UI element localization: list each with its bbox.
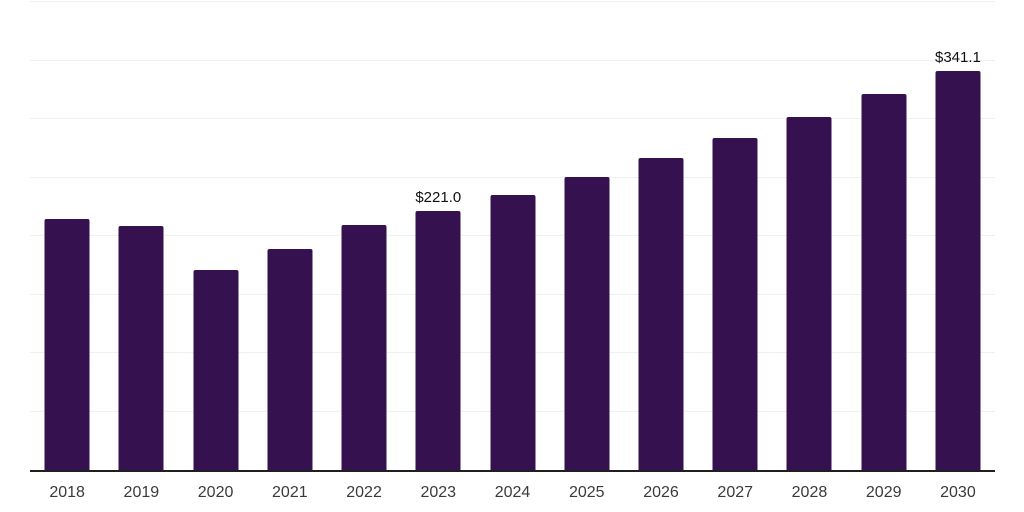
bar-value-label-2030: $341.1 [934, 48, 981, 66]
x-tick-label-2023: 2023 [420, 484, 457, 501]
bar-slot [847, 2, 921, 470]
bar-slot [104, 2, 178, 470]
gridline [30, 118, 995, 119]
bar-2021 [267, 249, 313, 470]
bar-slot [30, 2, 104, 470]
bar-slot [624, 2, 698, 470]
bar-2022 [341, 224, 387, 470]
bar-2027 [712, 138, 758, 470]
bar-2025 [564, 177, 610, 470]
bar-slot [327, 2, 401, 470]
bar-slot [253, 2, 327, 470]
bar-2018 [44, 219, 90, 470]
x-tick-label-2026: 2026 [643, 484, 679, 501]
x-tick-label-2018: 2018 [49, 484, 85, 501]
x-tick-label-2028: 2028 [791, 484, 828, 501]
bar-slot: $341.1 [921, 2, 995, 470]
bar-2020 [193, 269, 239, 470]
bar-2030: $341.1 [935, 49, 981, 470]
bar-2023: $221.0 [415, 189, 461, 470]
bar-slot [772, 2, 846, 470]
bar-2029 [861, 94, 907, 470]
gridline [30, 1, 995, 2]
x-tick-label-2025: 2025 [568, 484, 605, 501]
bar-slot [550, 2, 624, 470]
bar-2026 [638, 158, 684, 470]
bar-series: $221.0 $341.1 [30, 2, 995, 470]
x-tick-label-2021: 2021 [272, 484, 308, 501]
bar-slot [698, 2, 772, 470]
x-tick-label-2029: 2029 [865, 484, 902, 501]
x-tick-label-2020: 2020 [197, 484, 234, 501]
bar-2024 [490, 194, 536, 470]
x-tick-label-2030: 2030 [940, 484, 976, 501]
x-tick-label-2019: 2019 [123, 484, 160, 501]
x-tick-label-2022: 2022 [346, 484, 382, 501]
bar-value-label-2023: $221.0 [415, 189, 462, 207]
bar-slot [178, 2, 252, 470]
bar-2028 [786, 117, 832, 470]
x-tick-label-2027: 2027 [717, 484, 754, 501]
bar-2019 [118, 226, 164, 470]
bar-slot [475, 2, 549, 470]
x-tick-label-2024: 2024 [494, 484, 531, 501]
x-axis-labels: 2018 2019 2020 2021 2022 2023 2024 2025 2026 2027… [30, 484, 995, 502]
bar-slot: $221.0 [401, 2, 475, 470]
plot-area: $221.0 $341.1 [30, 1, 995, 472]
gridline [30, 176, 995, 178]
gridline [30, 59, 995, 61]
